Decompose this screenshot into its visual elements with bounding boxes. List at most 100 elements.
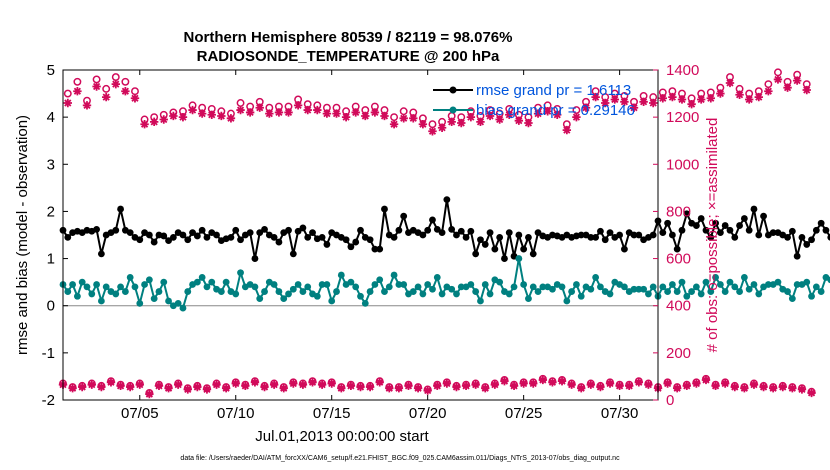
bias-point [587, 285, 595, 293]
y-tick-label: 0 [47, 298, 55, 315]
obs-assimilated-point [154, 381, 164, 391]
obs-assimilated-point [236, 105, 245, 115]
bias-point [558, 283, 566, 291]
rmse-point [481, 241, 489, 248]
rmse-point [289, 250, 297, 258]
bias-point [222, 278, 230, 286]
obs-assimilated-point [212, 380, 221, 389]
rmse-point [529, 250, 537, 258]
rmse-point [534, 229, 542, 237]
obs-assimilated-point [596, 382, 605, 392]
bias-point [702, 278, 710, 286]
bias-point [740, 274, 748, 281]
obs-assimilated-point [418, 120, 428, 129]
obs-assimilated-point [121, 87, 130, 96]
obs-assimilated-point [298, 380, 308, 389]
bias-point [726, 278, 734, 286]
obs-assimilated-point [101, 92, 111, 102]
rmse-point [788, 227, 796, 235]
obs-assimilated-point [241, 381, 250, 391]
rmse-point [323, 241, 331, 248]
rmse-point [716, 229, 724, 237]
rmse-point [505, 229, 513, 237]
obs-assimilated-point [476, 117, 485, 127]
bias-point [352, 283, 360, 291]
obs-assimilated-point [327, 379, 336, 388]
rmse-point [304, 233, 312, 241]
legend: rmse grand pr = 1.6113 bias grand pr = 0… [433, 82, 635, 119]
bias-point [774, 278, 782, 286]
rmse-point [448, 225, 456, 233]
bias-point [505, 290, 513, 298]
rmse-point [745, 226, 753, 234]
rmse-point [678, 226, 686, 234]
chart-subtitle: RADIOSONDE_TEMPERATURE @ 200 hPa [197, 48, 500, 65]
bias-point [645, 290, 652, 298]
obs-assimilated-point [116, 381, 125, 391]
bias-point [664, 288, 671, 295]
obs-assimilated-point [284, 108, 293, 117]
obs-assimilated-point [169, 111, 178, 121]
obs-assimilated-point [529, 379, 538, 388]
bias-point [237, 269, 244, 277]
rmse-point [64, 233, 72, 241]
obs-possible-point [63, 89, 72, 98]
obs-assimilated-point [687, 99, 696, 109]
rmse-point [169, 233, 177, 241]
obs-assimilated-point [322, 109, 332, 118]
obs-assimilated-point [409, 114, 418, 123]
obs-assimilated-point [183, 385, 192, 394]
obs-possible-point [102, 84, 111, 93]
rmse-point [193, 232, 201, 240]
obs-assimilated-point [452, 382, 461, 392]
x-tick-label: 07/15 [313, 405, 351, 422]
rmse-point [97, 250, 105, 258]
obs-assimilated-point [668, 92, 677, 102]
rmse-point [112, 226, 120, 234]
bias-point [141, 281, 148, 288]
rmse-point [285, 226, 292, 234]
rmse-point [827, 234, 830, 241]
obs-assimilated-point [610, 95, 620, 104]
bias-point [788, 295, 796, 303]
obs-assimilated-point [567, 380, 576, 389]
rmse-point [577, 231, 585, 239]
bias-point [390, 271, 398, 279]
rmse-point [93, 225, 100, 233]
obs-possible-point [121, 77, 130, 86]
bias-point [121, 288, 129, 295]
bias-point [597, 283, 604, 291]
bias-point [577, 292, 585, 300]
obs-assimilated-point [82, 101, 92, 110]
obs-assimilated-point [125, 382, 135, 392]
obs-assimilated-point [442, 379, 452, 388]
bias-point [155, 288, 163, 295]
obs-assimilated-point [696, 95, 706, 104]
bias-point [294, 281, 302, 288]
bias-point [496, 278, 504, 286]
rmse-point [318, 233, 326, 241]
rmse-point [232, 226, 240, 234]
bias-point [529, 283, 537, 291]
obs-assimilated-point [303, 105, 312, 115]
obs-assimilated-point [188, 105, 197, 115]
rmse-point [808, 236, 815, 244]
obs-possible-point [73, 77, 82, 86]
obs-assimilated-point [457, 118, 466, 128]
obs-assimilated-point [356, 382, 365, 392]
bias-point [184, 288, 192, 295]
obs-assimilated-point [533, 109, 543, 118]
x-axis-label: Jul.01,2013 00:00:00 start [255, 428, 429, 445]
obs-assimilated-point [87, 380, 96, 389]
obs-assimilated-point [644, 380, 653, 389]
x-tick-label: 07/20 [409, 405, 447, 422]
bias-point [357, 292, 364, 300]
rmse-point [501, 255, 508, 262]
obs-assimilated-point [380, 111, 389, 121]
obs-assimilated-point [437, 123, 447, 132]
rmse-point [740, 215, 748, 222]
series-layer [58, 68, 830, 399]
obs-assimilated-point [221, 384, 231, 393]
rmse-point [126, 229, 134, 237]
bias-point [803, 278, 811, 286]
